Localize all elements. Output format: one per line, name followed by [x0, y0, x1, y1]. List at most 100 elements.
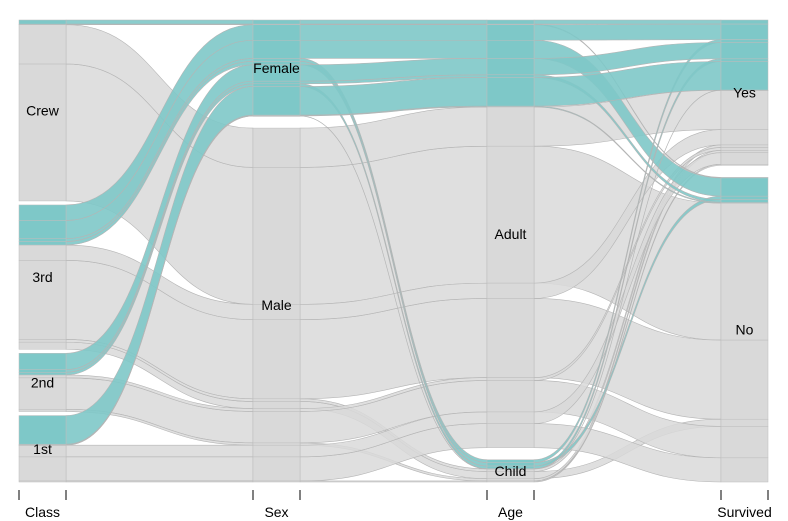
category-bar-segment [486, 145, 535, 284]
category-bar-segment [720, 418, 769, 427]
category-bar-segment [252, 127, 301, 168]
axis-label-class: Class [25, 504, 60, 520]
category-bar-segment [486, 74, 535, 78]
category-bar-segment [720, 202, 769, 341]
flow-ribbon [533, 19, 722, 25]
flow-ribbon [533, 23, 722, 41]
category-label-1st: 1st [33, 441, 52, 457]
flow-ribbon [299, 19, 488, 25]
axes-layer: Class Sex Age Survived [18, 490, 772, 520]
category-bar-segment [252, 115, 301, 117]
flow-ribbon [65, 456, 254, 482]
category-bar-segment [18, 238, 67, 242]
category-bar-segment [486, 39, 535, 59]
category-bar-segment [720, 147, 769, 151]
category-bar-segment [720, 61, 769, 91]
axis-label-sex: Sex [264, 504, 288, 520]
category-bar-segment [720, 195, 769, 200]
category-bar-segment [720, 152, 769, 165]
category-bar-segment [720, 129, 769, 146]
category-label-male: Male [261, 297, 292, 313]
category-bar-segment [486, 282, 535, 299]
category-bar-segment [720, 89, 769, 91]
category-label-yes: Yes [733, 85, 756, 101]
axis-label-age: Age [498, 504, 523, 520]
category-bar-segment [486, 459, 535, 463]
category-bar-segment [252, 167, 301, 305]
category-bar-segment [252, 80, 301, 85]
category-bar-segment [18, 63, 67, 202]
category-bar-segment [252, 319, 301, 400]
category-bar-segment [486, 77, 535, 107]
flow-ribbon [65, 480, 254, 483]
category-bar-segment [252, 398, 301, 402]
category-bar-segment [18, 372, 67, 376]
category-label-3rd: 3rd [32, 269, 52, 285]
category-bar-segment [18, 19, 67, 25]
category-bar-segment [720, 164, 769, 166]
category-bar-segment [486, 478, 535, 482]
flow-ribbon [299, 39, 488, 59]
category-bar-segment [18, 260, 67, 340]
category-bar-segment [252, 456, 301, 482]
flow-ribbon [65, 444, 254, 458]
category-bar-segment [486, 24, 535, 41]
category-bar-segment [252, 411, 301, 444]
flow-ribbon [299, 145, 488, 305]
category-bar-segment [720, 426, 769, 459]
category-bar-segment [252, 39, 301, 59]
category-bar-segment [18, 353, 67, 370]
category-bar-segment [252, 480, 301, 483]
category-bar-segment [252, 408, 301, 412]
category-bar-segment [486, 377, 535, 381]
category-bar-segment [720, 58, 769, 62]
category-bar-segment [252, 442, 301, 446]
category-bar-segment [720, 23, 769, 40]
category-bar-segment [18, 241, 67, 246]
category-bar-segment [720, 144, 769, 148]
category-bar-segment [486, 106, 535, 147]
category-bar-segment [720, 457, 769, 483]
category-label-no: No [736, 322, 754, 338]
category-bar-segment [18, 444, 67, 446]
category-bar-segment [18, 220, 67, 239]
category-label-child: Child [495, 463, 527, 479]
category-bar-segment [18, 456, 67, 482]
flow-ribbon [299, 24, 488, 41]
category-bar-segment [18, 480, 67, 483]
category-bars-layer [18, 19, 769, 483]
category-bar-segment [486, 480, 535, 483]
category-label-adult: Adult [495, 226, 527, 242]
category-bar-segment [720, 150, 769, 153]
category-bar-segment [18, 204, 67, 221]
category-bar-segment [486, 380, 535, 413]
axis-label-survived: Survived [717, 504, 771, 520]
category-bar-segment [720, 42, 769, 60]
category-bar-segment [252, 64, 301, 82]
flows-layer [65, 19, 722, 483]
category-label-2nd: 2nd [31, 374, 54, 390]
category-label-female: Female [253, 60, 300, 76]
category-labels-layer: Crew 3rd 2nd 1st Female Male Adult Child Yes No [26, 60, 756, 479]
flow-ribbon [299, 480, 488, 483]
category-bar-segment [486, 423, 535, 448]
category-bar-segment [486, 298, 535, 378]
category-bar-segment [252, 86, 301, 116]
category-bar-segment [720, 339, 769, 420]
category-bar-segment [252, 24, 301, 41]
category-bar-segment [252, 444, 301, 458]
category-bar-segment [18, 369, 67, 373]
category-bar-segment [720, 90, 769, 130]
category-bar-segment [18, 415, 67, 445]
category-bar-segment [486, 58, 535, 76]
category-bar-segment [252, 304, 301, 320]
category-bar-segment [252, 83, 301, 87]
category-bar-segment [720, 199, 769, 203]
category-bar-segment [720, 19, 769, 25]
category-bar-segment [720, 177, 769, 197]
category-bar-segment [252, 19, 301, 25]
flow-ribbon [65, 19, 254, 25]
category-bar-segment [18, 339, 67, 343]
category-bar-segment [252, 401, 301, 409]
